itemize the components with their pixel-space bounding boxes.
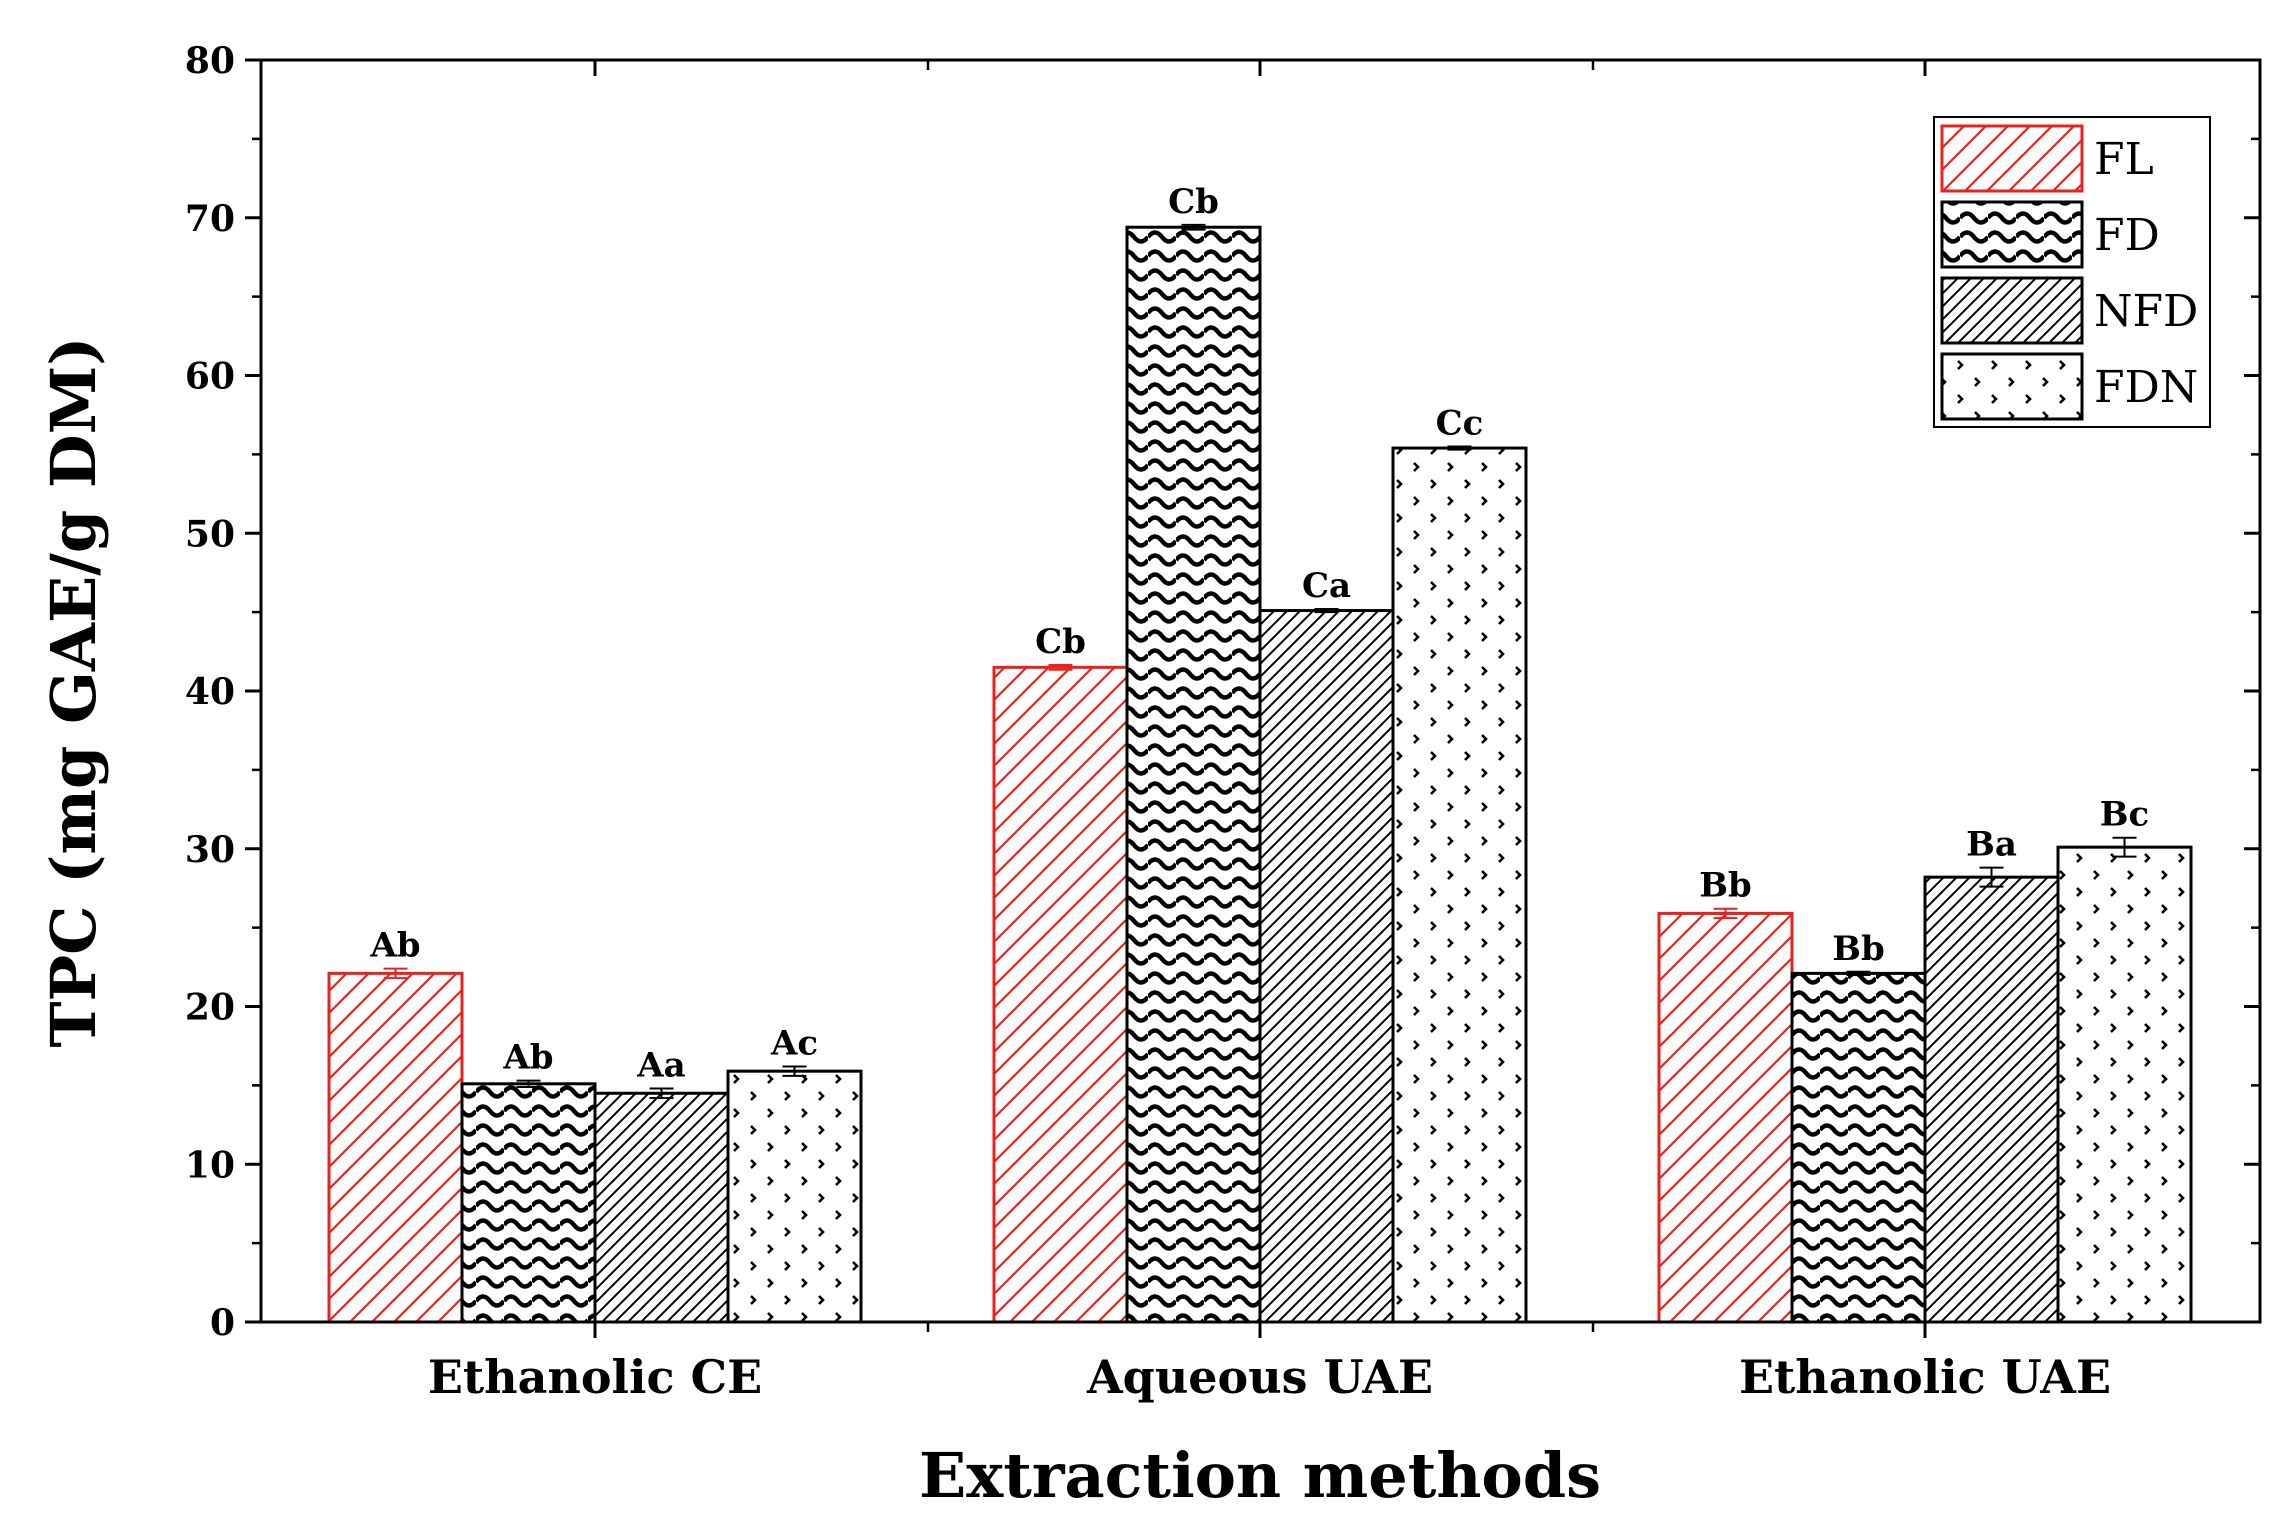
legend-swatch-fdn [1940, 352, 2084, 421]
y-axis: 0 10 20 30 40 50 60 70 80 [185, 40, 2260, 1344]
data-label-fdn-1: Cc [1436, 403, 1484, 443]
error-bar-fdn-2 [2112, 836, 2137, 858]
y-tick-label: 70 [185, 198, 235, 240]
bar-fd-2 [1790, 971, 1927, 1324]
error-bar-fl-0 [383, 967, 408, 980]
bar-nfd-2 [1923, 875, 2060, 1324]
legend-swatch-fd [1940, 200, 2084, 269]
y-tick-label: 60 [185, 356, 235, 398]
x-category-label: Ethanolic CE [428, 1350, 762, 1404]
y-tick-label: 30 [185, 829, 235, 871]
y-tick-label: 0 [210, 1302, 235, 1344]
data-label-fd-1: Cb [1168, 182, 1219, 222]
data-label-nfd-1: Ca [1302, 566, 1351, 606]
legend-label-fd: FD [2094, 210, 2160, 261]
y-tick-label: 80 [185, 40, 235, 82]
y-tick-label: 50 [185, 513, 235, 555]
data-label-fdn-2: Bc [2100, 795, 2149, 835]
data-labels-layer: Ab Cb Bb Ab Cb Bb Aa Ca Ba Ac Cc Bc [369, 182, 2149, 1086]
bar-fl-2 [1657, 911, 1794, 1324]
bar-nfd-0 [593, 1091, 730, 1324]
error-bars-layer [383, 223, 2137, 1099]
error-bar-fl-2 [1713, 907, 1738, 920]
error-bar-fd-0 [516, 1079, 541, 1088]
bar-fl-0 [327, 971, 464, 1324]
error-bar-fl-1 [1048, 663, 1073, 671]
bar-nfd-1 [1258, 609, 1395, 1324]
data-label-fd-2: Bb [1832, 929, 1885, 969]
data-label-fl-0: Ab [369, 926, 420, 966]
x-axis: Ethanolic CE Aqueous UAE Ethanolic UAE [428, 60, 2111, 1404]
data-label-fdn-0: Ac [770, 1023, 818, 1063]
error-bar-fdn-0 [782, 1065, 807, 1077]
bar-fd-0 [460, 1082, 597, 1324]
legend-label-fl: FL [2094, 134, 2154, 185]
y-tick-label: 10 [185, 1144, 235, 1186]
x-axis-title: Extraction methods [919, 1439, 1601, 1512]
error-bar-nfd-1 [1314, 607, 1339, 614]
data-label-nfd-2: Ba [1966, 825, 2017, 865]
legend-swatch-nfd [1940, 276, 2084, 345]
legend-label-fdn: FDN [2094, 362, 2198, 413]
legend-label-nfd: NFD [2094, 286, 2198, 337]
bar-fdn-0 [726, 1069, 863, 1324]
error-bar-nfd-0 [649, 1087, 674, 1099]
legend-swatch-fl [1940, 124, 2084, 193]
data-label-fl-2: Bb [1699, 866, 1752, 906]
data-label-fl-1: Cb [1035, 622, 1086, 662]
bar-fd-1 [1125, 225, 1262, 1324]
x-category-label: Aqueous UAE [1086, 1350, 1433, 1404]
y-tick-label: 20 [185, 987, 235, 1029]
y-axis-title: TPC (mg GAE/g DM) [37, 336, 110, 1047]
error-bar-fd-1 [1181, 223, 1206, 231]
x-category-label: Ethanolic UAE [1739, 1350, 2111, 1404]
error-bar-fd-2 [1846, 970, 1871, 976]
bar-fdn-2 [2056, 845, 2193, 1324]
bars-layer [327, 225, 2193, 1324]
error-bar-nfd-2 [1979, 866, 2004, 888]
data-label-nfd-0: Aa [636, 1046, 685, 1086]
error-bar-fdn-1 [1447, 445, 1472, 451]
bar-fdn-1 [1391, 446, 1528, 1324]
legend: FL FD NFD FDN [1933, 116, 2211, 428]
bar-fl-1 [992, 665, 1129, 1324]
data-label-fd-0: Ab [502, 1038, 553, 1078]
y-tick-label: 40 [185, 671, 235, 713]
